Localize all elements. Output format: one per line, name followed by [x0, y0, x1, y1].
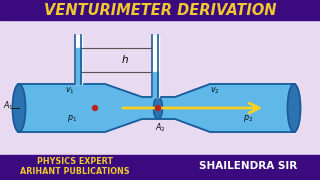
Text: $A_1$: $A_1$ [3, 99, 13, 111]
Ellipse shape [154, 97, 163, 119]
Bar [153, 72, 158, 97]
Text: PHYSICS EXPERT: PHYSICS EXPERT [37, 158, 113, 166]
Circle shape [156, 105, 161, 111]
Bar [0, 155, 320, 180]
Bar [0, 0, 320, 20]
Text: $v_1$: $v_1$ [65, 85, 75, 96]
Text: VENTURIMETER DERIVATION: VENTURIMETER DERIVATION [44, 3, 276, 17]
Polygon shape [18, 84, 295, 132]
Ellipse shape [12, 84, 26, 132]
Text: $A_2$: $A_2$ [155, 122, 165, 134]
Text: h: h [121, 55, 128, 65]
Text: SHAILENDRA SIR: SHAILENDRA SIR [199, 161, 297, 171]
Bar [220, 20, 320, 153]
Text: ARIHANT PUBLICATIONS: ARIHANT PUBLICATIONS [20, 166, 130, 176]
Circle shape [92, 105, 98, 111]
Text: $p_1$: $p_1$ [67, 113, 77, 124]
Bar [76, 48, 81, 84]
Text: $p_2$: $p_2$ [243, 113, 253, 124]
Text: $v_2$: $v_2$ [210, 85, 220, 96]
Bar [75, 35, 82, 84]
Bar [152, 35, 159, 97]
Ellipse shape [287, 84, 300, 132]
